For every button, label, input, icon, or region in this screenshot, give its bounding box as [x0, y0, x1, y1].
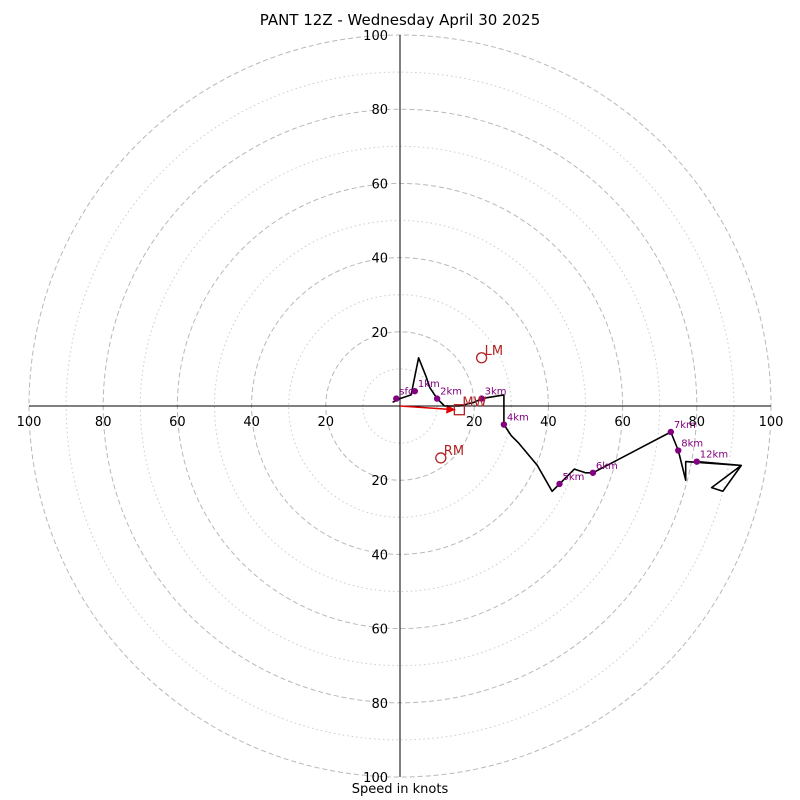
- tick-labels: 20 20 20 20 40 40 40 40 60 60 60 60 80 80 80 80 100 100 10…: [17, 29, 784, 786]
- tick-left-80: 80: [95, 415, 112, 430]
- tick-left-20: 20: [318, 415, 335, 430]
- tick-top-40: 40: [371, 252, 388, 267]
- height-label-7km: 7km: [674, 420, 696, 431]
- tick-left-60: 60: [169, 415, 186, 430]
- tick-left-100: 100: [17, 415, 42, 430]
- x-axis-label: Speed in knots: [351, 782, 449, 797]
- height-marker-2km: [433, 395, 441, 402]
- tick-bottom-80: 80: [371, 697, 388, 712]
- mean-wind-arrow: [399, 404, 456, 414]
- height-marker-6km: [589, 469, 597, 476]
- height-label-4km: 4km: [507, 413, 529, 424]
- tick-right-20: 20: [466, 415, 483, 430]
- height-label-1km: 1km: [418, 379, 440, 390]
- storm-motion-markers: LM MW RM: [435, 344, 503, 464]
- height-label-6km: 6km: [596, 461, 618, 472]
- chart-title: PANT 12Z - Wednesday April 30 2025: [259, 11, 541, 29]
- storm-marker-MW: [453, 404, 466, 416]
- tick-top-20: 20: [371, 326, 388, 341]
- tick-top-60: 60: [371, 177, 388, 192]
- storm-label-MW: MW: [462, 396, 486, 411]
- mean-wind-arrow-group: [399, 404, 456, 414]
- tick-right-60: 60: [614, 415, 631, 430]
- height-label-5km: 5km: [563, 472, 585, 483]
- storm-label-LM: LM: [485, 344, 503, 359]
- storm-label-RM: RM: [444, 444, 464, 459]
- height-label-2km: 2km: [440, 387, 462, 398]
- hodograph-trace: [392, 356, 743, 493]
- height-label-sfc: sfc: [399, 387, 413, 398]
- height-marker-5km: [556, 480, 563, 488]
- tick-right-80: 80: [689, 415, 706, 430]
- height-marker-sfc: [393, 395, 400, 402]
- tick-right-40: 40: [540, 415, 557, 430]
- height-marker-4km: [500, 421, 508, 428]
- hodograph-trace-group: [392, 356, 743, 493]
- tick-right-100: 100: [759, 415, 784, 430]
- height-marker-7km: [667, 428, 675, 436]
- tick-bottom-40: 40: [371, 548, 388, 563]
- tick-left-40: 40: [243, 415, 260, 430]
- tick-top-100: 100: [363, 29, 388, 44]
- height-label-12km: 12km: [700, 450, 728, 461]
- height-marker-12km: [693, 458, 700, 465]
- tick-bottom-60: 60: [371, 623, 388, 638]
- height-label-8km: 8km: [681, 439, 703, 450]
- tick-bottom-100: 100: [363, 771, 388, 786]
- tick-top-80: 80: [371, 103, 388, 118]
- height-marker-1km: [411, 387, 419, 395]
- height-label-3km: 3km: [485, 387, 507, 398]
- height-marker-3km: [478, 395, 485, 402]
- tick-bottom-20: 20: [371, 474, 388, 489]
- storm-marker-LM: [475, 352, 488, 364]
- height-marker-8km: [675, 447, 682, 454]
- storm-marker-RM: [435, 452, 447, 464]
